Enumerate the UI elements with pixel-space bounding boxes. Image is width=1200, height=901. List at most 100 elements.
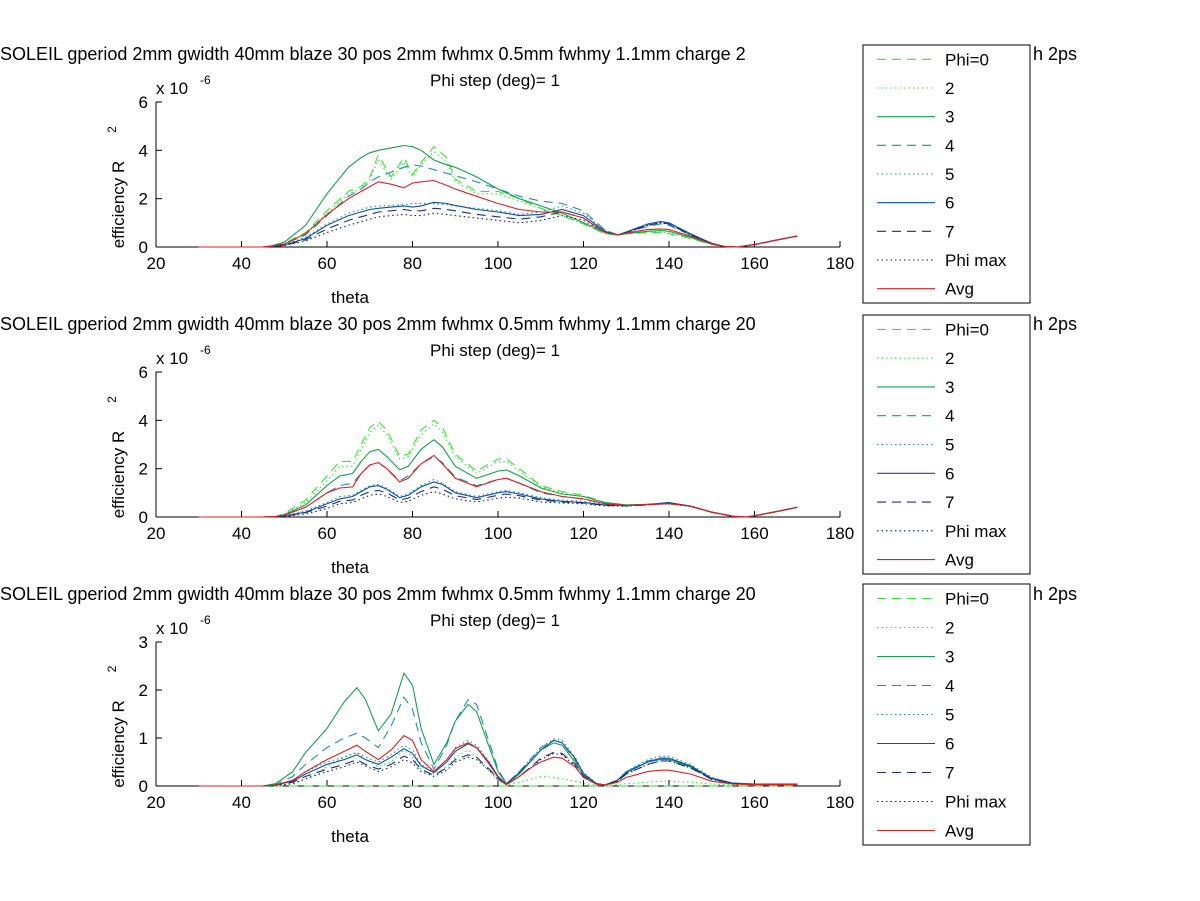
chart-title-tail: h 2ps	[1033, 584, 1077, 604]
x-axis-label: theta	[331, 558, 369, 577]
y-multiplier: x 10	[156, 79, 188, 98]
legend-label: 5	[945, 706, 954, 725]
x-tick-label: 40	[232, 524, 251, 543]
chart-subtitle: Phi step (deg)= 1	[430, 341, 560, 360]
x-tick-label: 180	[826, 793, 854, 812]
x-tick-label: 80	[403, 793, 422, 812]
chart-title-tail: h 2ps	[1033, 44, 1077, 64]
y-axis-label: efficiency R	[109, 161, 128, 249]
legend-label: 3	[945, 648, 954, 667]
x-tick-label: 140	[655, 524, 683, 543]
series-line-9	[198, 179, 798, 248]
legend-label: 7	[945, 764, 954, 783]
y-multiplier-exponent: -6	[200, 613, 211, 627]
series-line-6	[198, 201, 798, 248]
x-tick-label: 20	[147, 793, 166, 812]
x-axis-label: theta	[331, 288, 369, 307]
x-tick-label: 80	[403, 524, 422, 543]
legend-label: Phi=0	[945, 320, 989, 339]
chart-title: SOLEIL gperiod 2mm gwidth 40mm blaze 30 …	[0, 44, 746, 64]
y-multiplier: x 10	[156, 349, 188, 368]
series-line-5	[198, 202, 798, 248]
x-tick-label: 140	[655, 254, 683, 273]
x-tick-label: 20	[147, 254, 166, 273]
legend-label: 3	[945, 108, 954, 127]
series-line-3	[198, 671, 798, 787]
x-tick-label: 60	[318, 254, 337, 273]
x-tick-label: 160	[740, 793, 768, 812]
legend-label: 2	[945, 79, 954, 98]
x-tick-label: 180	[826, 524, 854, 543]
x-axis-label: theta	[331, 827, 369, 846]
legend-label: Phi=0	[945, 590, 989, 609]
legend-label: 2	[945, 619, 954, 638]
x-tick-label: 120	[569, 254, 597, 273]
series-line-2	[198, 749, 798, 787]
legend-label: 5	[945, 436, 954, 455]
x-tick-label: 120	[569, 524, 597, 543]
legend-label: 2	[945, 349, 954, 368]
x-tick-label: 40	[232, 793, 251, 812]
y-tick-label: 2	[139, 460, 148, 479]
series-line-3	[198, 438, 798, 518]
x-tick-label: 180	[826, 254, 854, 273]
chart-subtitle: Phi step (deg)= 1	[430, 611, 560, 630]
legend-label: 6	[945, 194, 954, 213]
legend-label: Phi=0	[945, 50, 989, 69]
legend-label: Phi max	[945, 251, 1007, 270]
legend-label: 4	[945, 136, 954, 155]
legend-label: 4	[945, 677, 954, 696]
y-tick-label: 0	[139, 508, 148, 527]
x-tick-label: 100	[484, 793, 512, 812]
y-tick-label: 4	[139, 411, 148, 430]
y-axis-label-exponent: 2	[105, 665, 119, 672]
chart-subtitle: Phi step (deg)= 1	[430, 71, 560, 90]
y-multiplier-exponent: -6	[200, 73, 211, 87]
series-line-4	[198, 164, 798, 248]
series-line-6	[198, 739, 798, 787]
series-line-9	[198, 734, 798, 787]
y-axis-label-exponent: 2	[105, 396, 119, 403]
y-multiplier: x 10	[156, 619, 188, 638]
y-tick-label: 6	[139, 93, 148, 112]
legend-label: 6	[945, 464, 954, 483]
x-tick-label: 40	[232, 254, 251, 273]
legend-label: Avg	[945, 822, 974, 841]
y-tick-label: 2	[139, 681, 148, 700]
legend-label: 6	[945, 735, 954, 754]
x-tick-label: 120	[569, 793, 597, 812]
legend-label: Avg	[945, 280, 974, 299]
x-tick-label: 100	[484, 524, 512, 543]
x-tick-label: 160	[740, 254, 768, 273]
legend-label: Avg	[945, 551, 974, 570]
series-line-4	[198, 455, 798, 518]
chart-title: SOLEIL gperiod 2mm gwidth 40mm blaze 30 …	[0, 314, 756, 334]
y-tick-label: 6	[139, 363, 148, 382]
chart-title: SOLEIL gperiod 2mm gwidth 40mm blaze 30 …	[0, 584, 756, 604]
chart-panel-3: SOLEIL gperiod 2mm gwidth 40mm blaze 30 …	[0, 583, 1077, 846]
series-line-9	[198, 454, 798, 518]
series-line-1	[198, 419, 798, 518]
legend-label: 3	[945, 378, 954, 397]
y-axis-label: efficiency R	[109, 700, 128, 788]
legend-label: Phi max	[945, 522, 1007, 541]
x-tick-label: 100	[484, 254, 512, 273]
chart-panel-2: SOLEIL gperiod 2mm gwidth 40mm blaze 30 …	[0, 314, 1077, 577]
series-line-3	[198, 144, 798, 248]
legend-label: Phi max	[945, 793, 1007, 812]
legend-label: 4	[945, 407, 954, 426]
series-line-2	[198, 423, 798, 518]
chart-title-tail: h 2ps	[1033, 314, 1077, 334]
series-line-1	[198, 145, 798, 248]
y-tick-label: 3	[139, 633, 148, 652]
y-tick-label: 4	[139, 141, 148, 160]
series-line-2	[198, 150, 798, 248]
x-tick-label: 160	[740, 524, 768, 543]
legend-label: 7	[945, 222, 954, 241]
y-axis-label-exponent: 2	[105, 126, 119, 133]
series-line-4	[198, 696, 798, 787]
y-multiplier-exponent: -6	[200, 343, 211, 357]
y-axis-label: efficiency R	[109, 431, 128, 519]
x-tick-label: 140	[655, 793, 683, 812]
